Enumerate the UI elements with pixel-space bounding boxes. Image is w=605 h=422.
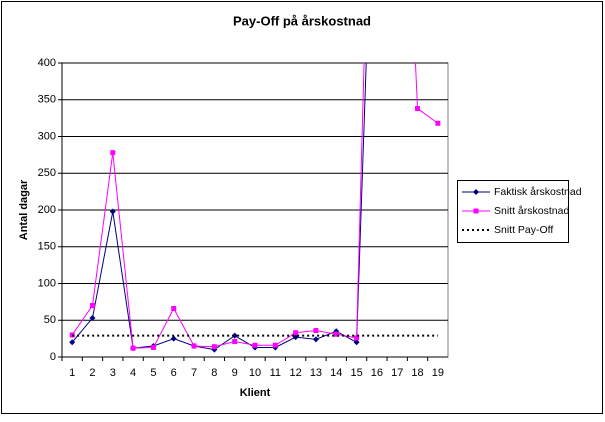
x-tick-label: 19: [432, 367, 444, 379]
y-tick-label: 350: [38, 94, 56, 106]
marker: [211, 344, 217, 350]
marker: [231, 332, 238, 339]
marker: [191, 343, 197, 349]
marker: [130, 345, 136, 351]
y-axis-label: Antal dagar: [18, 179, 30, 240]
marker: [333, 331, 339, 337]
x-tick-label: 18: [411, 367, 423, 379]
plot: [69, 63, 441, 353]
marker: [272, 342, 278, 348]
legend-label: Faktisk årskostnad: [494, 186, 582, 198]
x-axis-label: Klient: [240, 387, 271, 399]
y-tick-label: 250: [38, 167, 56, 179]
marker: [89, 315, 96, 322]
y-tick-label: 400: [38, 57, 56, 69]
x-tick-label: 6: [171, 367, 177, 379]
marker: [171, 305, 177, 311]
series-line: [71, 63, 367, 351]
marker: [170, 335, 177, 342]
x-tick-label: 15: [350, 367, 362, 379]
legend-label: Snitt Pay-Off: [494, 224, 553, 236]
chart-title: Pay-Off på årskostnad: [233, 13, 371, 28]
marker: [313, 328, 319, 334]
x-tick-label: 5: [150, 367, 156, 379]
marker: [473, 208, 479, 214]
x-tick-label: 2: [89, 367, 95, 379]
y-tick-label: 150: [38, 241, 56, 253]
x-tick-label: 4: [130, 367, 136, 379]
grid: [62, 62, 448, 358]
y-tick-label: 300: [38, 130, 56, 142]
y-tick-label: 200: [38, 204, 56, 216]
marker: [232, 339, 238, 345]
x-tick-label: 16: [371, 367, 383, 379]
marker: [89, 303, 95, 309]
x-tick-label: 7: [191, 367, 197, 379]
x-tick-label: 3: [110, 367, 116, 379]
y-tick-label: 100: [38, 277, 56, 289]
marker: [252, 342, 258, 348]
marker: [69, 339, 76, 346]
x-tick-label: 12: [290, 367, 302, 379]
marker: [415, 106, 421, 112]
marker: [435, 120, 441, 126]
marker: [293, 330, 299, 336]
marker: [353, 339, 360, 346]
marker: [109, 208, 116, 215]
legend-label: Snitt årskostnad: [494, 205, 569, 217]
marker: [150, 344, 156, 350]
x-tick-label: 9: [232, 367, 238, 379]
y-tick-label: 50: [44, 314, 56, 326]
x-tick-label: 14: [330, 367, 342, 379]
x-tick-label: 11: [270, 367, 281, 379]
marker: [354, 335, 360, 341]
marker: [312, 336, 319, 343]
x-tick-label: 13: [310, 367, 322, 379]
x-tick-label: 8: [211, 367, 217, 379]
x-tick-label: 1: [69, 367, 75, 379]
y-tick-label: 0: [50, 351, 56, 363]
marker: [110, 150, 116, 156]
marker: [473, 189, 479, 195]
x-tick-label: 17: [391, 367, 403, 379]
x-tick-label: 10: [249, 367, 261, 379]
legend-items: Faktisk årskostnad Snitt årskostnad Snitt …: [462, 186, 582, 236]
